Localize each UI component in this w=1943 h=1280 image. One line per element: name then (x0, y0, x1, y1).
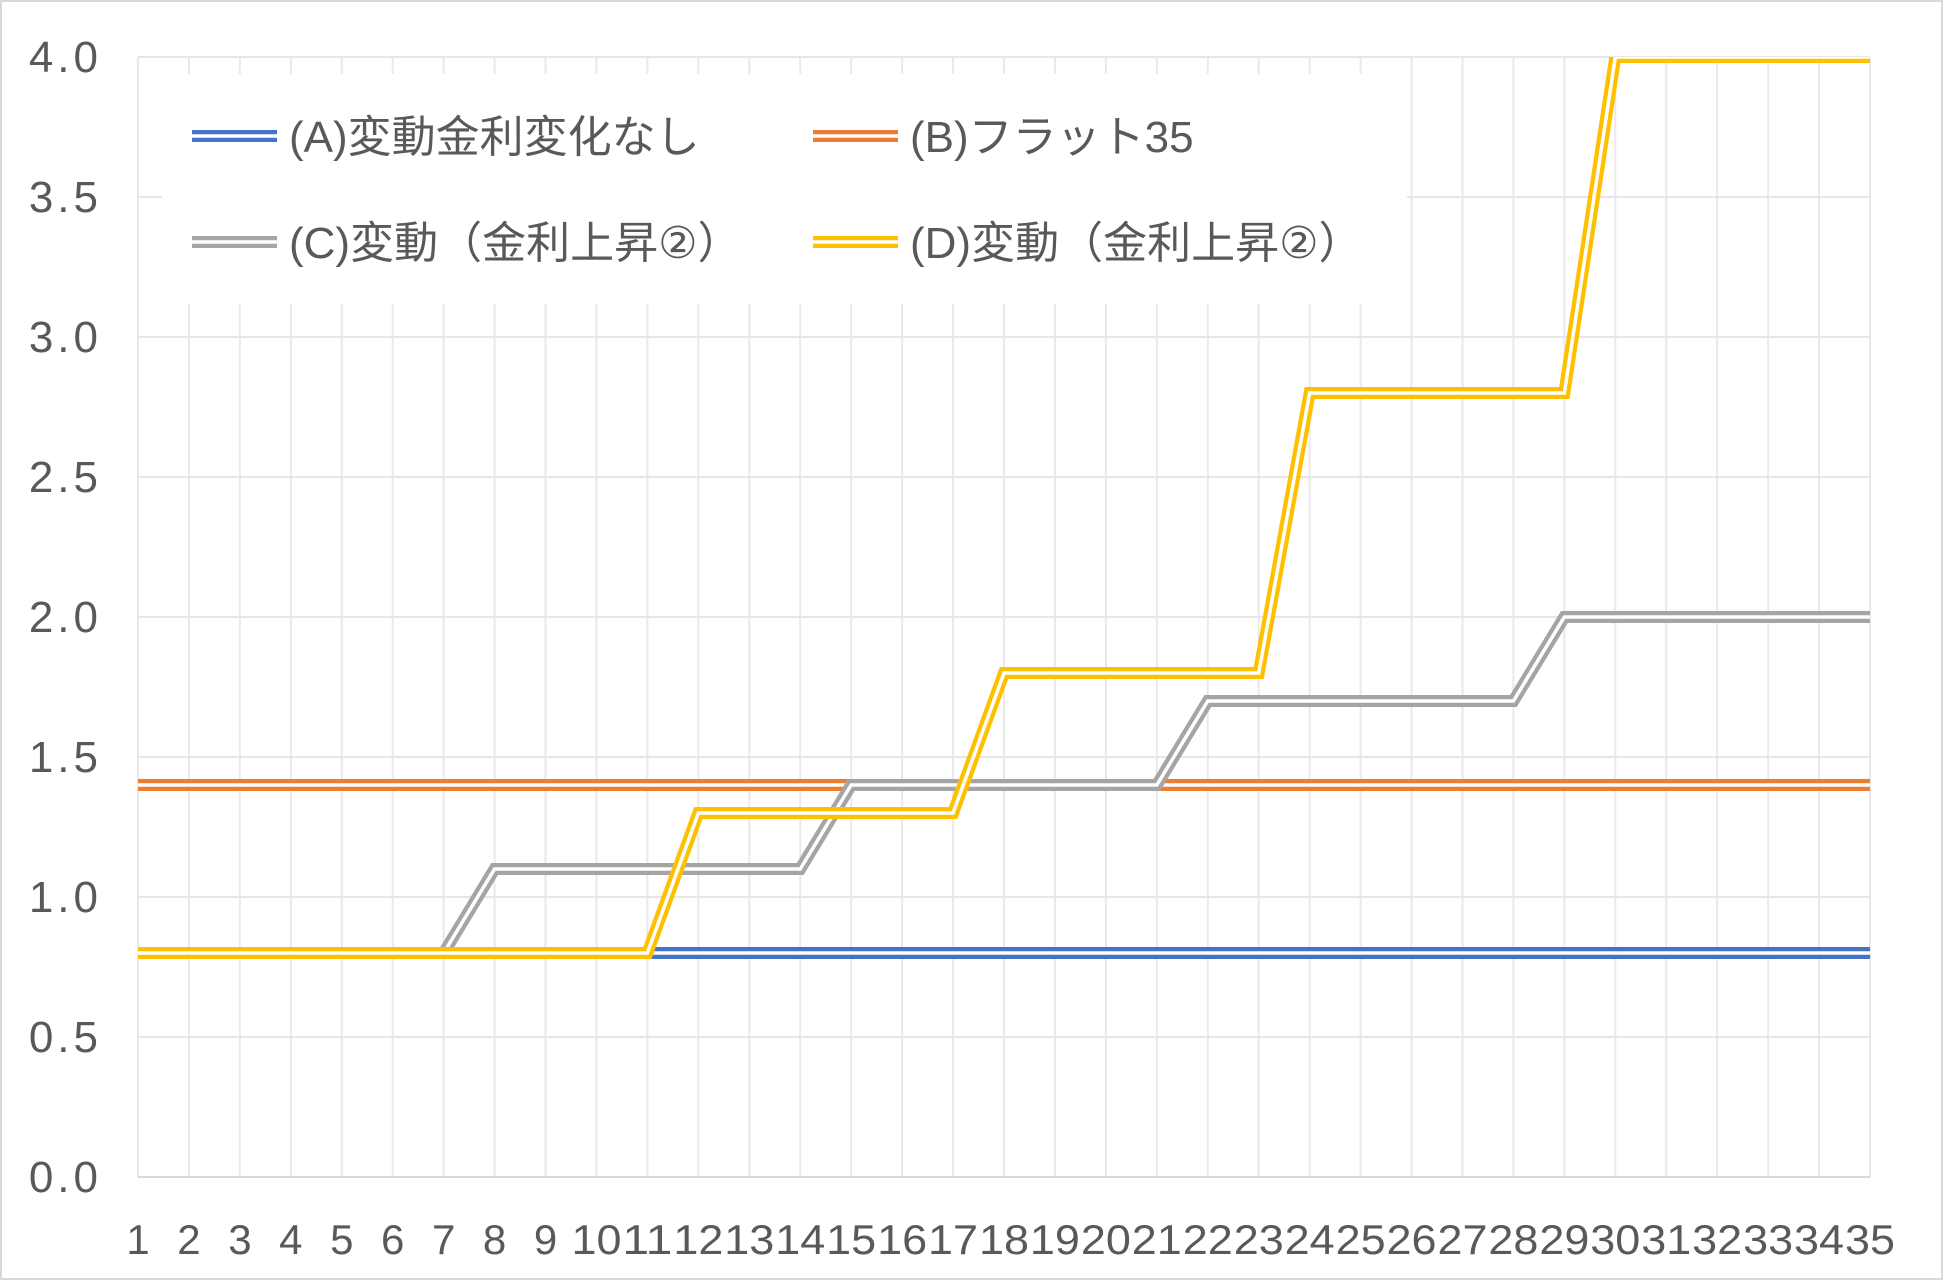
legend-background (162, 74, 1407, 304)
legend-label: (B)フラット35 (910, 113, 1194, 162)
x-tick-label: 17 (928, 1216, 978, 1263)
x-tick-label: 32 (1692, 1216, 1742, 1263)
x-tick-label: 5 (330, 1216, 353, 1263)
x-tick-label: 15 (826, 1216, 876, 1263)
y-tick-label: 2.0 (29, 593, 102, 642)
x-tick-label: 28 (1488, 1216, 1538, 1263)
x-tick-label: 30 (1590, 1216, 1640, 1263)
x-tick-label: 9 (534, 1216, 557, 1263)
x-tick-label: 1 (126, 1216, 149, 1263)
x-tick-label: 11 (622, 1216, 672, 1263)
x-tick-label: 33 (1743, 1216, 1793, 1263)
x-tick-label: 25 (1336, 1216, 1386, 1263)
x-tick-label: 4 (279, 1216, 302, 1263)
x-tick-label: 35 (1845, 1216, 1895, 1263)
x-tick-label: 20 (1081, 1216, 1131, 1263)
x-tick-label: 18 (979, 1216, 1029, 1263)
y-tick-label: 3.0 (29, 313, 102, 362)
y-tick-label: 2.5 (29, 453, 102, 502)
x-tick-label: 31 (1641, 1216, 1691, 1263)
series-line-inner (138, 57, 1870, 955)
y-tick-label: 0.5 (29, 1013, 102, 1062)
y-tick-label: 1.5 (29, 733, 102, 782)
x-tick-label: 19 (1030, 1216, 1080, 1263)
y-tick-label: 4.0 (29, 33, 102, 82)
x-tick-label: 34 (1794, 1216, 1844, 1263)
legend-label: (D)変動（金利上昇②） (910, 219, 1363, 268)
legend: (A)変動金利変化なし (B)フラット35 (C)変動（金利上昇②） (D)変動（金利… (162, 74, 1407, 304)
x-tick-label: 6 (381, 1216, 404, 1263)
legend-item: (C)変動（金利上昇②） (192, 219, 742, 268)
x-tick-label: 24 (1285, 1216, 1335, 1263)
x-tick-label: 12 (673, 1216, 723, 1263)
x-tick-label: 3 (228, 1216, 251, 1263)
y-tick-label: 0.0 (29, 1153, 102, 1202)
x-tick-label: 21 (1132, 1216, 1182, 1263)
x-tick-label: 27 (1437, 1216, 1487, 1263)
x-tick-label: 23 (1234, 1216, 1284, 1263)
x-tick-label: 16 (877, 1216, 927, 1263)
x-tick-label: 7 (432, 1216, 455, 1263)
x-tick-label: 13 (724, 1216, 774, 1263)
y-tick-label: 3.5 (29, 173, 102, 222)
y-tick-label: 1.0 (29, 873, 102, 922)
legend-label: (C)変動（金利上昇②） (289, 219, 742, 268)
x-tick-label: 26 (1387, 1216, 1437, 1263)
x-tick-label: 29 (1539, 1216, 1589, 1263)
series-d (138, 57, 1870, 959)
x-tick-label: 8 (483, 1216, 506, 1263)
legend-item: (A)変動金利変化なし (192, 113, 700, 162)
x-tick-label: 10 (571, 1216, 621, 1263)
x-tick-label: 2 (177, 1216, 200, 1263)
legend-label: (A)変動金利変化なし (289, 113, 700, 162)
x-tick-label: 14 (775, 1216, 825, 1263)
x-tick-label: 22 (1183, 1216, 1233, 1263)
legend-item: (D)変動（金利上昇②） (813, 219, 1363, 268)
legend-item: (B)フラット35 (813, 113, 1194, 162)
